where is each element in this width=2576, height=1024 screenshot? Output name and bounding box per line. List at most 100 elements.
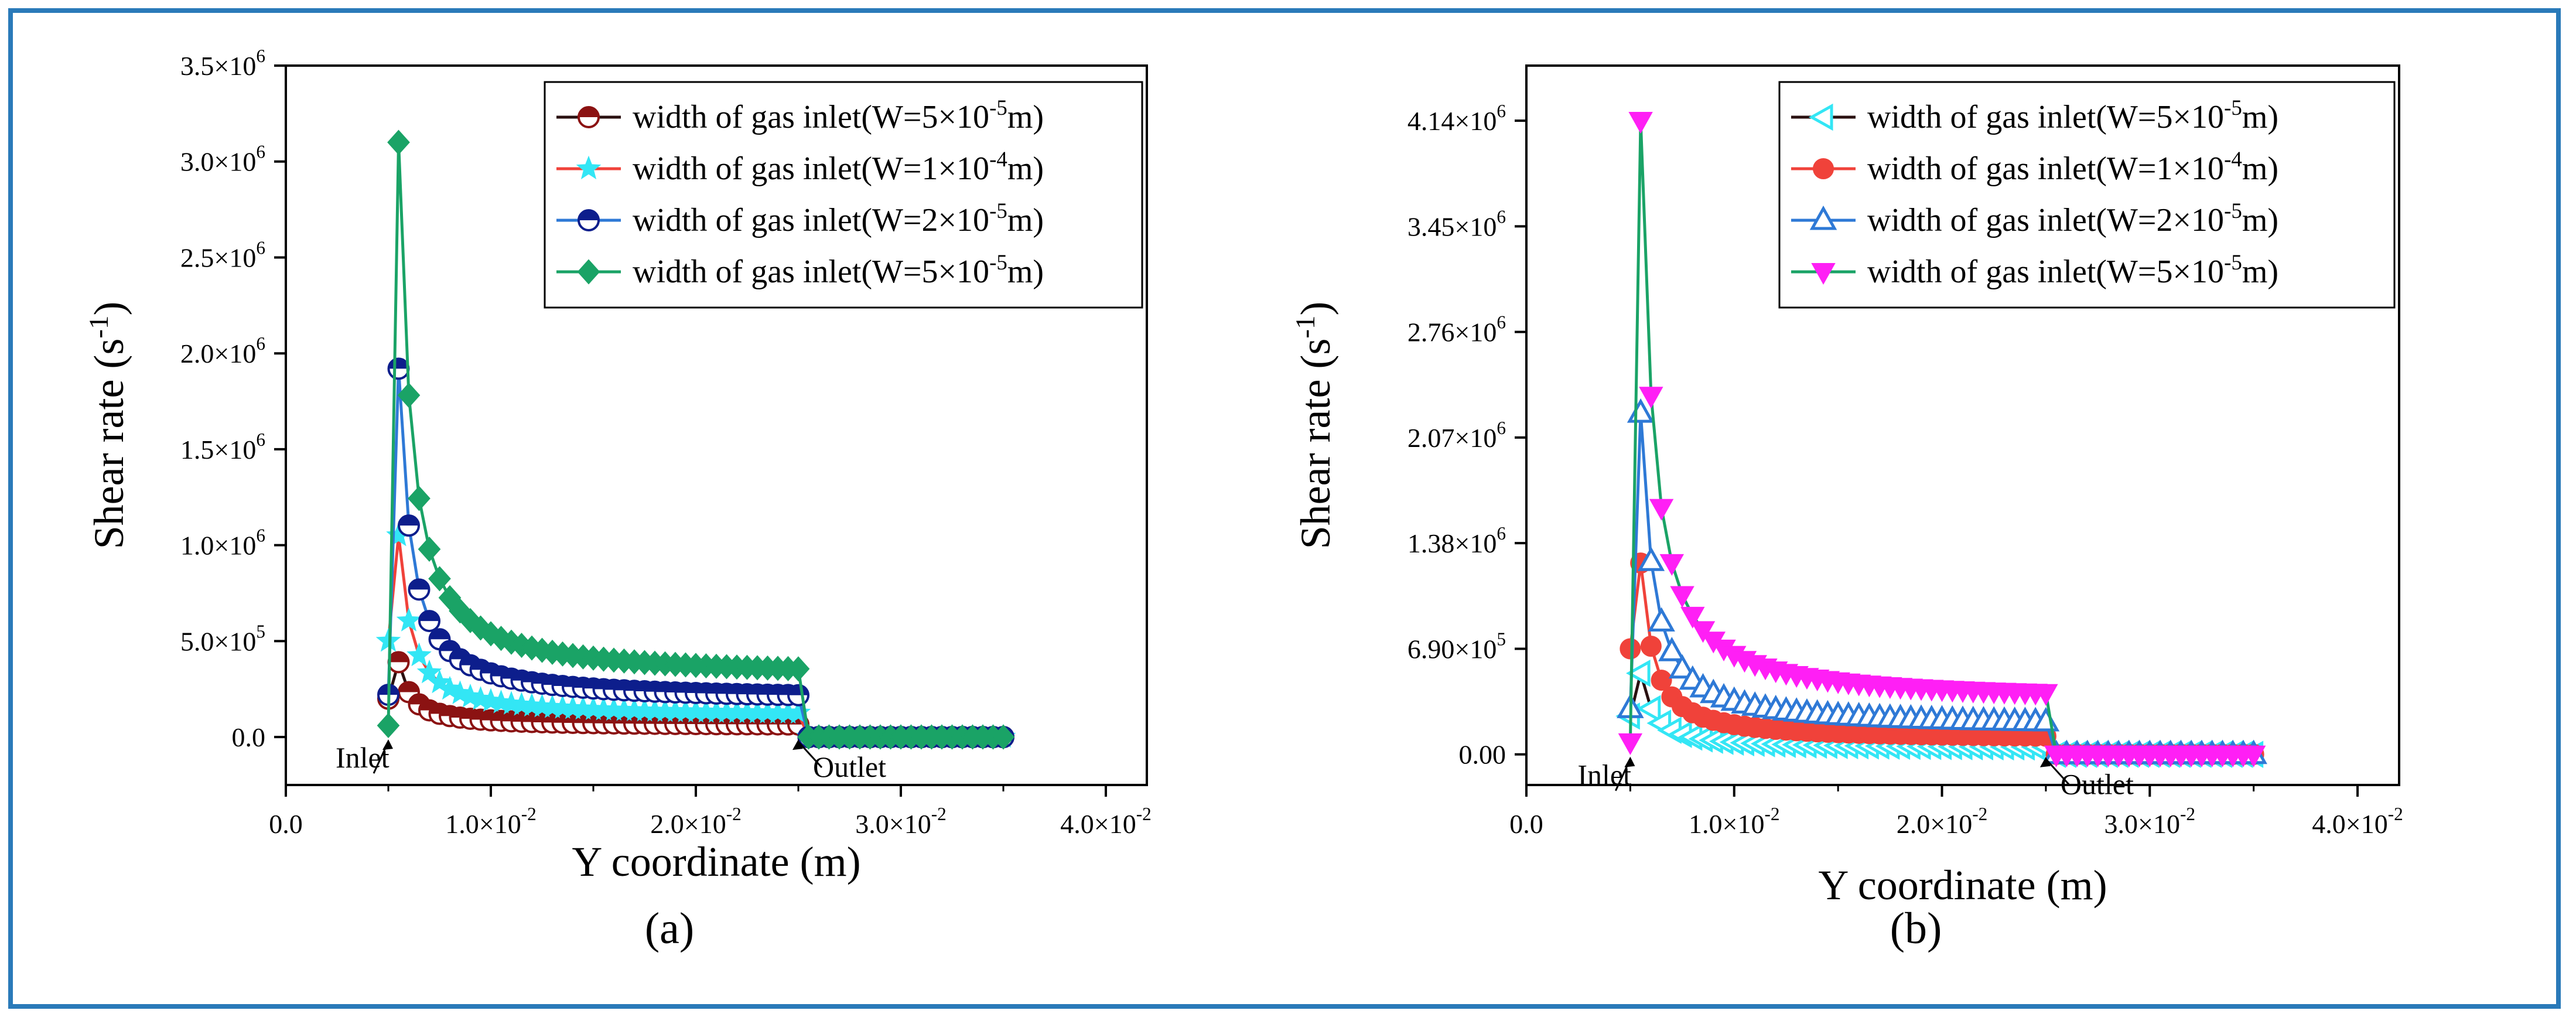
data-point [992, 724, 1015, 750]
data-point [1618, 733, 1643, 755]
legend-marker [1813, 158, 1834, 179]
data-point-fill [388, 652, 409, 663]
x-tick-label: 1.0×10-2 [445, 804, 537, 839]
x-tick-label: 3.0×10-2 [855, 804, 947, 839]
panel-label: (a) [645, 904, 694, 953]
legend-label: width of gas inlet(W=2×10-5m) [1867, 199, 2278, 238]
data-point [787, 656, 810, 682]
data-point [377, 712, 400, 738]
x-tick-label: 4.0×10-2 [1060, 804, 1152, 839]
y-tick-label: 4.14×106 [1407, 101, 1506, 136]
series-4 [1618, 112, 2266, 767]
legend-label: width of gas inlet(W=1×10-4m) [633, 147, 1044, 187]
plot-area [1525, 64, 2400, 786]
y-tick-label: 0.0 [232, 722, 266, 752]
data-point [396, 607, 422, 632]
data-point-fill [419, 611, 439, 622]
legend-label: width of gas inlet(W=5×10-5m) [1867, 95, 2278, 135]
legend-marker [577, 259, 600, 285]
data-point [1668, 654, 1696, 679]
legend-marker [576, 155, 602, 180]
data-point-fill [409, 579, 429, 590]
y-tick-label: 2.0×106 [180, 333, 265, 368]
annotation-arrow [797, 741, 823, 769]
y-axis-title: Shear rate (s-1) [1290, 302, 1339, 549]
y-tick-label: 3.45×106 [1407, 206, 1506, 241]
data-point [1628, 112, 1653, 134]
data-point [406, 642, 432, 667]
data-point [1649, 499, 1674, 521]
annotation-arrowhead [2039, 756, 2051, 767]
chart-panel-b: 0.0 1.0×10-2 2.0×10-2 3.0×10-2 4.0×10-2 0.00 6… [1290, 64, 2403, 953]
annotation-outlet: Outlet [2061, 768, 2134, 801]
x-tick-label: 4.0×10-2 [2312, 804, 2403, 839]
data-point [1659, 554, 1685, 576]
x-tick-label: 2.0×10-2 [1897, 804, 1988, 839]
chart-panel-a: 0.0 1.0×10-2 2.0×10-2 3.0×10-2 4.0×10-2 0.0 5.… [84, 46, 1152, 953]
x-tick-label: 0.0 [1509, 809, 1543, 839]
legend-marker-fill [579, 210, 599, 220]
series-4 [377, 129, 1015, 750]
data-point [1636, 695, 1661, 723]
annotation-outlet: Outlet [813, 750, 886, 783]
data-point [2241, 745, 2266, 767]
series-line [387, 368, 1003, 739]
y-axis-title: Shear rate (s-1) [84, 302, 132, 549]
data-point-fill [399, 682, 419, 692]
data-point-fill [440, 641, 460, 651]
data-point [1637, 547, 1665, 571]
annotation-arrow [2045, 758, 2071, 786]
y-tick-label: 3.5×106 [180, 46, 265, 81]
annotation-inlet: Inlet [1577, 759, 1631, 791]
legend: width of gas inlet(W=5×10-5m) width of ga… [1778, 81, 2396, 309]
data-point [1640, 636, 1662, 657]
y-tick-label: 2.5×106 [180, 237, 265, 272]
plot-area [285, 64, 1148, 786]
y-tick-label: 1.0×106 [180, 525, 265, 561]
y-tick-label: 3.0×106 [180, 142, 265, 177]
data-point [408, 486, 431, 511]
data-point [1648, 607, 1675, 632]
data-point [387, 129, 410, 155]
annotation-arrowhead [382, 739, 393, 750]
data-point [418, 537, 441, 562]
x-tick-label: 0.0 [269, 809, 303, 839]
panel-label: (b) [1890, 904, 1942, 953]
y-tick-label: 2.76×106 [1407, 312, 1506, 347]
data-point [1658, 637, 1686, 661]
data-point [785, 699, 811, 724]
x-tick-label: 2.0×10-2 [650, 804, 742, 839]
x-tick-label: 1.0×10-2 [1689, 804, 1780, 839]
legend-marker [1808, 103, 1833, 131]
data-point [397, 383, 421, 408]
x-axis-title: Y coordinate (m) [572, 838, 860, 885]
y-tick-label: 1.38×106 [1407, 523, 1506, 558]
data-point [1680, 606, 1705, 629]
legend-box [1778, 81, 2396, 309]
series-3 [1617, 398, 2267, 764]
data-point [2034, 684, 2058, 706]
legend-marker [1811, 263, 1836, 285]
data-point [1670, 586, 1694, 608]
x-axis-title: Y coordinate (m) [1818, 862, 2107, 909]
y-tick-label: 5.0×105 [180, 621, 265, 656]
legend-label: width of gas inlet(W=5×10-5m) [633, 95, 1044, 135]
y-tick-label: 0.00 [1459, 740, 1506, 770]
legend-label: width of gas inlet(W=1×10-4m) [1867, 147, 2278, 187]
data-point [438, 585, 462, 610]
legend: width of gas inlet(W=5×10-5m) width of ga… [544, 81, 1143, 309]
legend-label: width of gas inlet(W=5×10-5m) [633, 250, 1044, 290]
data-point [428, 566, 451, 592]
data-point [427, 669, 452, 694]
y-tick-label: 6.90×105 [1407, 629, 1506, 664]
series-3 [377, 357, 1014, 749]
legend-label: width of gas inlet(W=5×10-5m) [1867, 250, 2278, 290]
data-point-fill [429, 629, 450, 640]
data-point [1639, 387, 1663, 409]
annotation-arrowhead [1624, 756, 1635, 767]
y-tick-label: 2.07×106 [1407, 418, 1506, 453]
annotation-arrowhead [792, 739, 803, 750]
legend-marker-fill [579, 107, 599, 117]
data-point [1651, 670, 1672, 691]
legend-marker [1809, 205, 1837, 230]
